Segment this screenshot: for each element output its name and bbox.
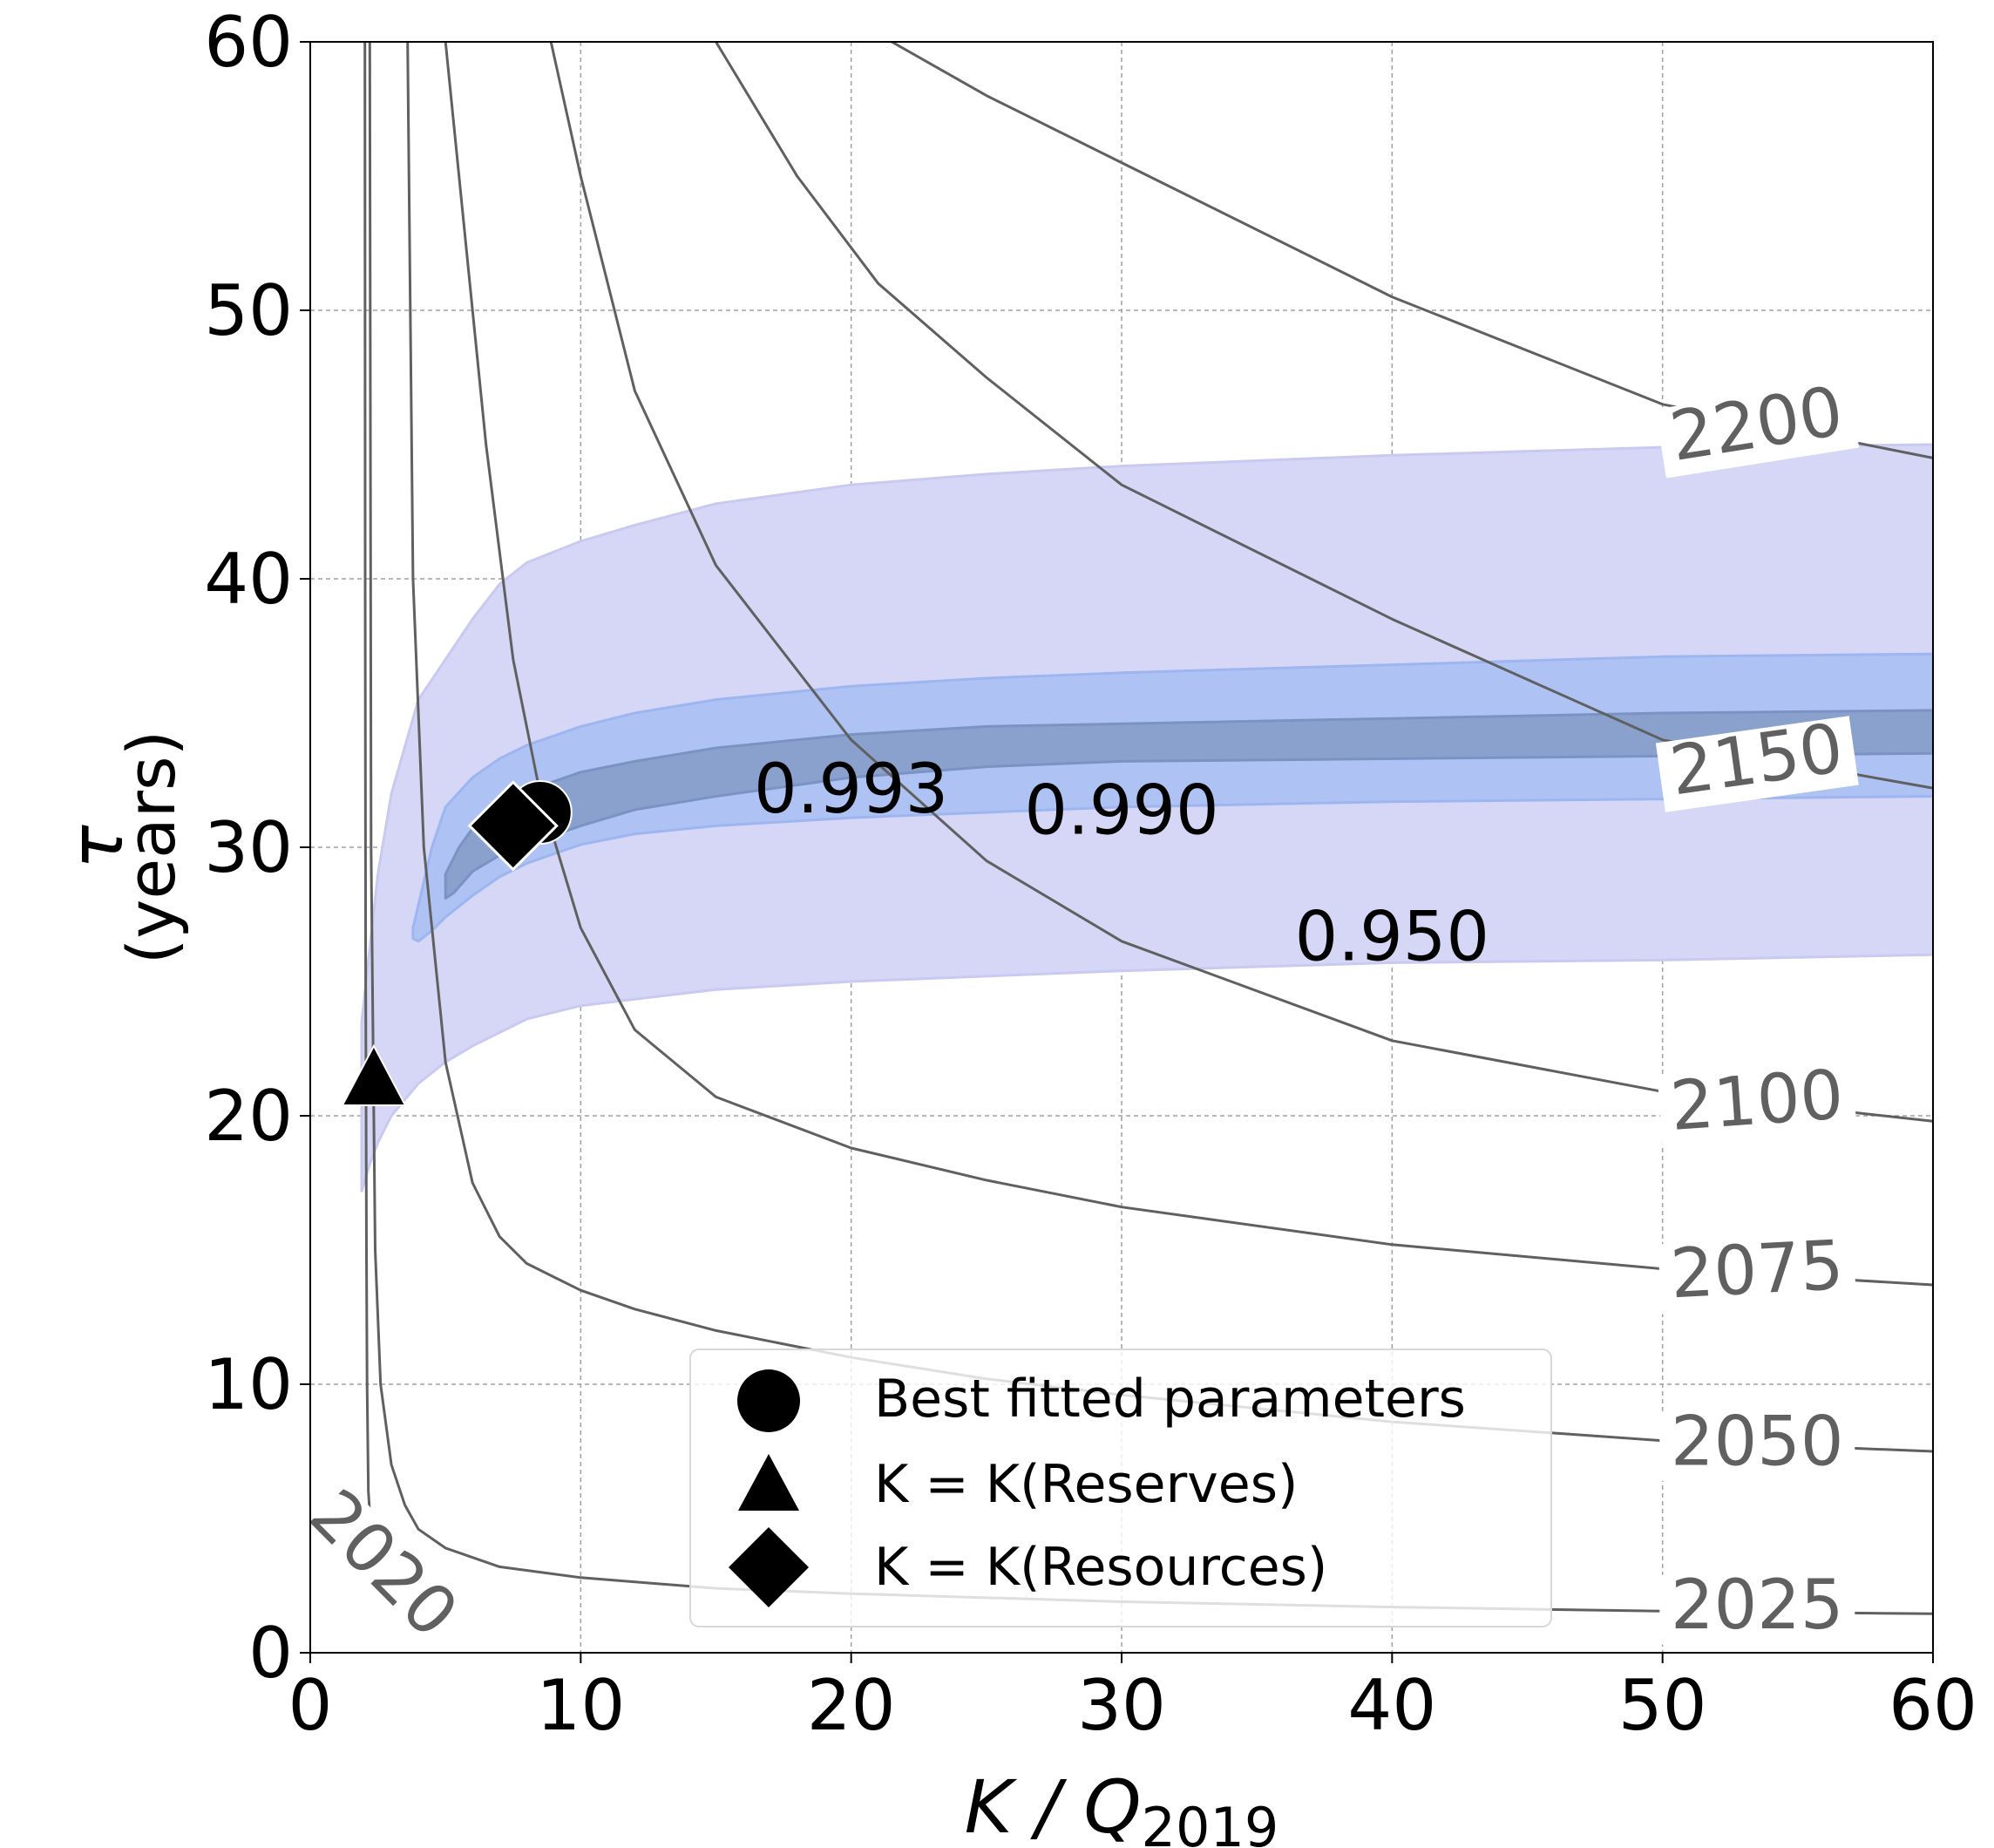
y-tick-label: 30 [204,807,293,888]
y-tick-label: 0 [248,1613,293,1694]
contour-label-group-2150: 2150 [1655,710,1859,812]
legend: Best fitted parameters K = K(Reserves) K… [689,1349,1552,1627]
legend-triangle-icon [738,1454,799,1511]
contour-label-2025: 2025 [1671,1566,1844,1645]
x-tick-label: 50 [1618,1665,1707,1746]
contour-label-backdrop [1659,1410,1855,1481]
contour-label-group-2025: 2025 [1659,1566,1855,1645]
contour-label-2100: 2100 [1668,1056,1846,1146]
y-axis-units: (years) [112,730,190,964]
confidence-regions [360,443,1933,1192]
x-axis-label: K / Q2019 [965,1764,1279,1848]
confidence-label-0990: 0.990 [1024,772,1218,851]
x-tick-label: 60 [1889,1665,1977,1746]
resources-marker [467,780,559,872]
y-tick-label: 60 [204,2,293,83]
contour-label-backdrop [1655,378,1860,479]
contour-label-backdrop [1658,1233,1857,1315]
contour-line-2075 [444,42,1933,1287]
x-tick-label: 20 [807,1665,896,1746]
contour-line-2100 [549,42,1933,1123]
markers [341,779,573,1106]
legend-label: K = K(Reserves) [874,1454,1298,1515]
legend-diamond-icon [729,1527,809,1607]
contour-label-backdrop [1655,716,1859,812]
contour-label-group-2050: 2050 [1659,1403,1855,1481]
y-tick-label: 40 [204,539,293,620]
x-axis-label-subscript: 2019 [1142,1796,1279,1848]
contour-line-2150 [715,42,1933,790]
x-tick-label: 0 [288,1665,333,1746]
y-axis-label: τ (years) [54,730,190,964]
legend-circle-icon [737,1369,800,1432]
legend-box [689,1349,1552,1627]
x-tick-label: 10 [536,1665,625,1746]
contour-label-backdrop [1657,1063,1857,1147]
confidence-label-0950: 0.950 [1295,898,1489,976]
y-tick-label: 20 [204,1076,293,1157]
x-tick-label: 30 [1077,1665,1166,1746]
contour-line-2020 [363,42,371,1513]
reserves-marker [341,1043,407,1106]
contour-label-2075: 2075 [1669,1226,1846,1314]
contour-label-group-2100: 2100 [1657,1056,1857,1147]
y-axis-symbol: τ [54,825,139,869]
contour-label-2050: 2050 [1671,1403,1844,1481]
contour-label-group-2075: 2075 [1658,1226,1857,1315]
y-tick-label: 50 [204,270,293,351]
axis-ticks: 0 10 20 30 40 50 60 0 10 20 30 40 50 60 [204,2,1977,1746]
legend-label: Best fitted parameters [874,1369,1466,1430]
legend-label: K = K(Resources) [874,1537,1327,1598]
confidence-label-0993: 0.993 [754,751,948,829]
contour-label-backdrop [287,1472,475,1661]
contour-label-backdrop [1659,1574,1855,1645]
x-axis-label-main: K / Q [965,1764,1142,1848]
confidence-labels: 0.950 0.990 0.993 [754,751,1489,976]
confidence-region-0950 [360,443,1933,1192]
y-tick-label: 10 [204,1344,293,1425]
x-tick-label: 40 [1347,1665,1436,1746]
